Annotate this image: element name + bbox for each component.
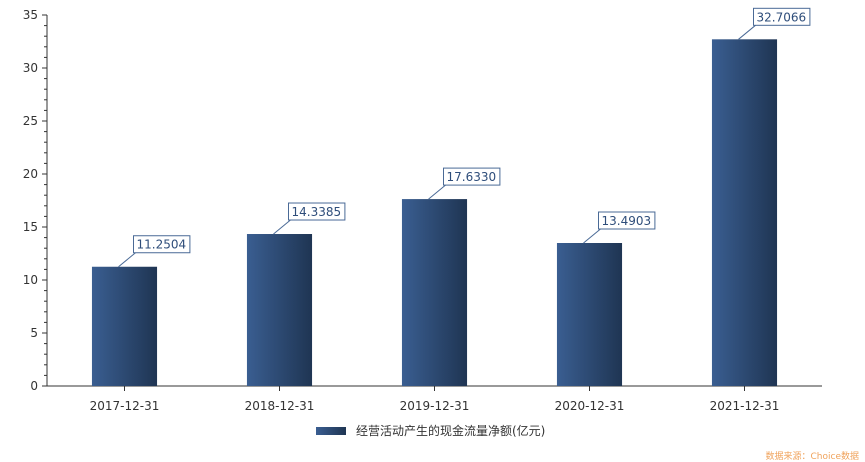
y-tick-label: 0 <box>30 379 38 393</box>
y-tick-label: 20 <box>23 167 38 181</box>
y-tick-label: 5 <box>30 326 38 340</box>
bar[interactable] <box>91 266 158 386</box>
y-tick-label: 10 <box>23 273 38 287</box>
data-label-leader <box>738 24 756 40</box>
data-label-box <box>133 235 191 254</box>
x-tick-label: 2018-12-31 <box>245 399 315 413</box>
bar[interactable] <box>711 39 778 387</box>
y-tick-label: 30 <box>23 61 38 75</box>
x-axis: 2017-12-31 2018-12-31 2019-12-31 2020-12-31… <box>47 385 822 413</box>
data-label-box <box>443 167 501 186</box>
data-label: 11.2504 <box>137 238 187 252</box>
x-tick-label: 2017-12-31 <box>90 399 160 413</box>
x-tick-label: 2021-12-31 <box>710 399 780 413</box>
data-label-box <box>288 202 346 221</box>
legend-label: 经营活动产生的现金流量净额(亿元) <box>356 424 546 438</box>
y-tick-label: 35 <box>23 8 38 22</box>
x-tick-label: 2019-12-31 <box>400 399 470 413</box>
legend-swatch <box>316 426 346 435</box>
data-label-leader <box>118 252 136 268</box>
data-label-box <box>753 7 811 26</box>
bar[interactable] <box>401 199 468 386</box>
data-labels: 11.2504 14.3385 17.6330 13.4903 32.7066 <box>118 7 811 268</box>
bar[interactable] <box>246 234 313 386</box>
source-note: 数据来源：Choice数据 <box>765 452 859 462</box>
x-tick-label: 2020-12-31 <box>555 399 625 413</box>
data-label-leader <box>428 184 446 200</box>
data-label-leader <box>273 219 291 235</box>
data-label-box <box>598 211 656 230</box>
y-tick-label: 15 <box>23 220 38 234</box>
data-label: 32.7066 <box>757 10 807 24</box>
data-label: 14.3385 <box>292 205 342 219</box>
data-label: 17.6330 <box>447 170 497 184</box>
data-label: 13.4903 <box>602 214 652 228</box>
bars <box>91 39 778 387</box>
data-label-leader <box>583 228 601 244</box>
legend[interactable]: 经营活动产生的现金流量净额(亿元) <box>316 422 545 439</box>
y-axis: 0 5 10 15 20 25 30 35 <box>23 8 48 393</box>
bar[interactable] <box>556 243 623 386</box>
y-tick-label: 25 <box>23 114 38 128</box>
